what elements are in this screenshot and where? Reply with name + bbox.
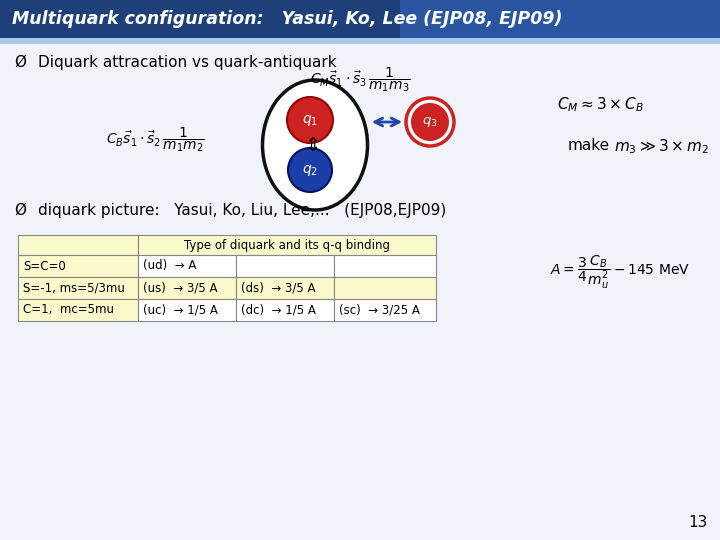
Text: (uc)  → 1/5 A: (uc) → 1/5 A [143, 303, 218, 316]
Text: S=-1, ms=5/3mu: S=-1, ms=5/3mu [23, 281, 125, 294]
Bar [18, 235, 138, 255]
Text: $q_1$: $q_1$ [302, 112, 318, 127]
Bar [236, 299, 334, 321]
Bar [0, 0, 720, 38]
Circle shape [287, 97, 333, 143]
Text: Type of diquark and its q-q binding: Type of diquark and its q-q binding [184, 239, 390, 252]
Text: ⇕: ⇕ [304, 136, 320, 154]
Text: $q_3$: $q_3$ [422, 115, 438, 129]
Text: diquark picture:   Yasui, Ko, Liu, Lee,...   (EJP08,EJP09): diquark picture: Yasui, Ko, Liu, Lee,...… [38, 202, 446, 218]
Bar [18, 299, 138, 321]
Text: $C_M\vec{s}_1 \cdot \vec{s}_3\,\dfrac{1}{m_1 m_3}$: $C_M\vec{s}_1 \cdot \vec{s}_3\,\dfrac{1}… [310, 66, 410, 94]
Bar [138, 255, 236, 277]
Bar [334, 255, 436, 277]
Text: $C_M \approx 3 \times C_B$: $C_M \approx 3 \times C_B$ [557, 96, 644, 114]
Text: $q_2$: $q_2$ [302, 163, 318, 178]
Text: Ø: Ø [14, 55, 26, 70]
Text: $C_B\vec{s}_1 \cdot \vec{s}_2\,\dfrac{1}{m_1 m_2}$: $C_B\vec{s}_1 \cdot \vec{s}_2\,\dfrac{1}… [106, 126, 204, 154]
Bar [236, 255, 334, 277]
Text: (dc)  → 1/5 A: (dc) → 1/5 A [241, 303, 316, 316]
Text: $A = \dfrac{3}{4}\dfrac{C_B}{m_u^2} - 145\ \mathrm{MeV}$: $A = \dfrac{3}{4}\dfrac{C_B}{m_u^2} - 14… [550, 253, 690, 291]
Text: Multiquark configuration:   Yasui, Ko, Lee (EJP08, EJP09): Multiquark configuration: Yasui, Ko, Lee… [12, 10, 562, 28]
Text: 13: 13 [688, 515, 708, 530]
Text: Ø: Ø [14, 202, 26, 218]
Ellipse shape [263, 80, 367, 210]
Text: C=1,  mc=5mu: C=1, mc=5mu [23, 303, 114, 316]
Circle shape [288, 148, 332, 192]
Text: (ud)  → A: (ud) → A [143, 260, 197, 273]
Text: $m_3 \gg 3 \times m_2$: $m_3 \gg 3 \times m_2$ [614, 138, 709, 157]
Bar [138, 299, 236, 321]
Text: (sc)  → 3/25 A: (sc) → 3/25 A [339, 303, 420, 316]
Bar [236, 277, 334, 299]
Bar [138, 277, 236, 299]
Text: (us)  → 3/5 A: (us) → 3/5 A [143, 281, 217, 294]
Text: Diquark attracation vs quark-antiquark: Diquark attracation vs quark-antiquark [38, 55, 337, 70]
Bar [0, 38, 720, 44]
Bar [18, 255, 138, 277]
Bar [138, 235, 436, 255]
Text: S=C=0: S=C=0 [23, 260, 66, 273]
Bar [334, 277, 436, 299]
Bar [18, 277, 138, 299]
Bar [400, 0, 720, 38]
Circle shape [406, 98, 454, 146]
Bar [334, 299, 436, 321]
Text: make: make [568, 138, 610, 152]
Circle shape [411, 103, 449, 141]
Text: (ds)  → 3/5 A: (ds) → 3/5 A [241, 281, 315, 294]
